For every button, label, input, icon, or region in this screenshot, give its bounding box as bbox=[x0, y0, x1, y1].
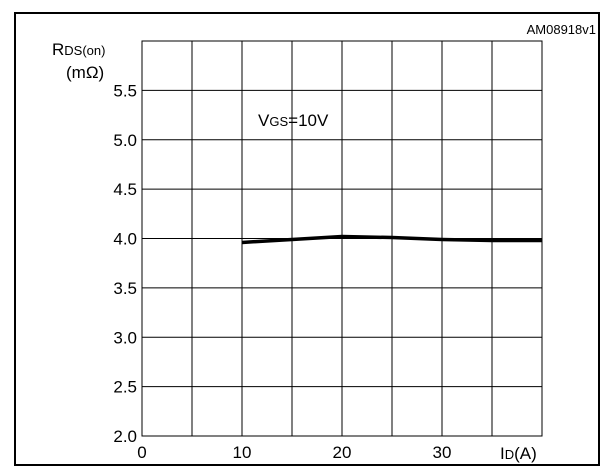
grid bbox=[142, 41, 542, 436]
y-tick-label: 4.0 bbox=[113, 230, 137, 249]
y-tick-label: 2.0 bbox=[113, 427, 137, 446]
vgs-annotation-subscript: GS bbox=[269, 114, 288, 129]
x-axis-label-symbol: I bbox=[500, 444, 505, 463]
y-axis-label: RDS(on) bbox=[52, 40, 105, 59]
x-axis-label-unit: (A) bbox=[514, 444, 537, 463]
vgs-annotation-value: =10V bbox=[288, 111, 329, 130]
y-tick-labels: 2.0 2.5 3.0 3.5 4.0 4.5 5.0 5.5 bbox=[113, 81, 137, 446]
series-layer bbox=[241, 234, 542, 245]
x-tick-label: 10 bbox=[233, 443, 252, 462]
vgs-annotation: VGS=10V bbox=[258, 111, 329, 130]
y-tick-label: 3.5 bbox=[113, 279, 137, 298]
figure-frame: AM08918v1 2.0 2.5 3.0 3.5 4.0 4.5 5.0 5.5 0 10 20… bbox=[14, 12, 600, 466]
y-tick-label: 3.0 bbox=[113, 328, 137, 347]
x-axis-label-subscript: D bbox=[505, 447, 514, 462]
x-axis-label: ID(A) bbox=[500, 444, 537, 463]
x-tick-labels: 0 10 20 30 bbox=[137, 443, 451, 462]
figure-id-label: AM08918v1 bbox=[527, 22, 596, 37]
y-axis-label-symbol: R bbox=[52, 40, 64, 59]
rds-on-vs-id-chart: AM08918v1 2.0 2.5 3.0 3.5 4.0 4.5 5.0 5.5 0 10 20… bbox=[52, 22, 596, 463]
y-axis-unit: (mΩ) bbox=[66, 63, 104, 82]
series-line bbox=[241, 234, 542, 245]
x-tick-label: 20 bbox=[333, 443, 352, 462]
y-tick-label: 4.5 bbox=[113, 180, 137, 199]
x-tick-label: 30 bbox=[433, 443, 452, 462]
y-axis-label-subscript: DS(on) bbox=[64, 43, 105, 58]
vgs-annotation-symbol: V bbox=[258, 111, 270, 130]
x-tick-label: 0 bbox=[137, 443, 146, 462]
y-tick-label: 5.5 bbox=[113, 81, 137, 100]
y-tick-label: 5.0 bbox=[113, 131, 137, 150]
y-tick-label: 2.5 bbox=[113, 378, 137, 397]
plot-area-border bbox=[141, 40, 543, 437]
